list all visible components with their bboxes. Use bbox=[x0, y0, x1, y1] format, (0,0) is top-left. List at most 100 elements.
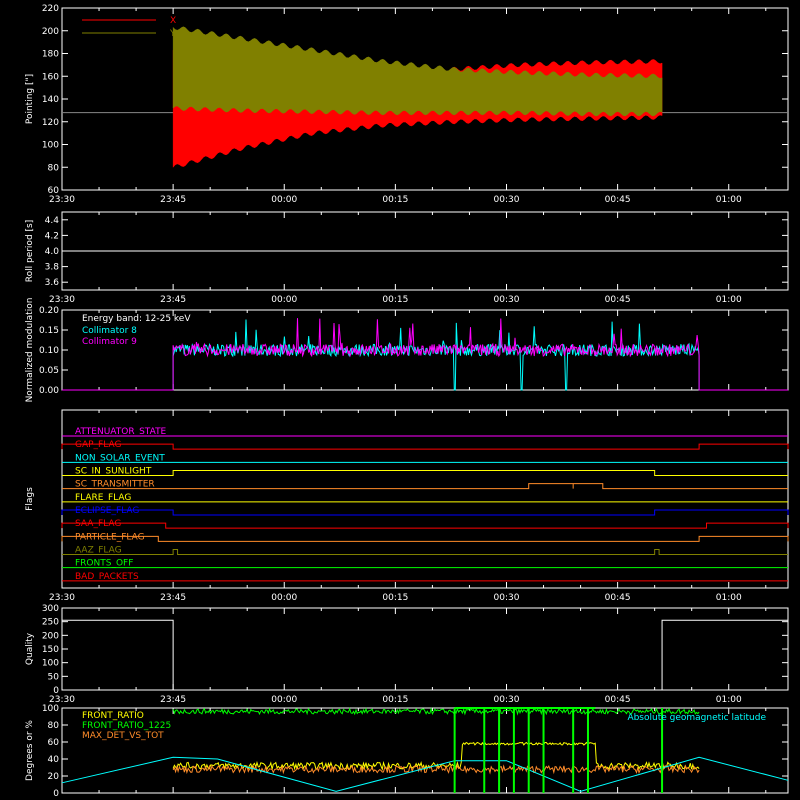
x-tick-label: 00:30 bbox=[494, 195, 520, 205]
y-tick-label: 0 bbox=[53, 789, 59, 799]
x-tick-label: 23:45 bbox=[160, 593, 186, 603]
x-tick-label: 23:30 bbox=[49, 295, 75, 305]
x-tick-label: 00:00 bbox=[271, 295, 297, 305]
legend-label: Y bbox=[169, 29, 176, 39]
y-tick-label: 60 bbox=[48, 738, 60, 748]
flag-label: FRONTS_OFF bbox=[75, 559, 133, 569]
y-axis-label: Degrees or % bbox=[25, 720, 35, 781]
x-tick-label: 23:30 bbox=[49, 195, 75, 205]
flag-trace-aaz-flag bbox=[62, 549, 788, 555]
flag-label: SAA_FLAG bbox=[75, 519, 121, 529]
x-tick-label: 23:45 bbox=[160, 195, 186, 205]
flag-label: GAP_FLAG bbox=[75, 440, 121, 450]
legend-label: FRONT_RATIO_1225 bbox=[82, 721, 171, 731]
x-tick-label: 00:15 bbox=[382, 695, 408, 705]
x-tick-label: 00:00 bbox=[271, 695, 297, 705]
flag-trace-saa-flag bbox=[61, 522, 789, 529]
panel-0 bbox=[61, 7, 789, 191]
y-tick-label: 0 bbox=[53, 686, 59, 696]
series-band-y bbox=[172, 26, 663, 117]
y-axis-label: Quality bbox=[25, 632, 35, 665]
y-tick-label: 0.15 bbox=[39, 326, 59, 336]
flag-trace-particle-flag bbox=[61, 535, 789, 542]
x-tick-label: 01:00 bbox=[716, 695, 742, 705]
flag-trace-gap-flag bbox=[61, 443, 789, 450]
flag-trace-eclipse-flag bbox=[61, 509, 789, 516]
y-tick-label: 300 bbox=[42, 604, 59, 614]
x-tick-label: 00:45 bbox=[605, 695, 631, 705]
flag-label: BAD_PACKETS bbox=[75, 572, 139, 582]
y-tick-label: 50 bbox=[48, 672, 60, 682]
x-tick-label: 00:45 bbox=[605, 195, 631, 205]
flag-label: ECLIPSE_FLAG bbox=[75, 506, 139, 516]
geomagnetic-latitude-trace bbox=[61, 756, 789, 792]
x-tick-label: 00:30 bbox=[494, 695, 520, 705]
y-axis-label: Flags bbox=[25, 487, 35, 511]
y-tick-label: 0.05 bbox=[39, 366, 59, 376]
flag-label: NON_SOLAR_EVENT bbox=[75, 453, 165, 463]
x-tick-label: 00:15 bbox=[382, 195, 408, 205]
flag-label: FLARE_FLAG bbox=[75, 493, 131, 503]
legend-label: MAX_DET_VS_TOT bbox=[82, 731, 164, 741]
trace-front-ratio bbox=[172, 741, 700, 771]
panel-5 bbox=[61, 707, 789, 794]
x-tick-label: 23:30 bbox=[49, 593, 75, 603]
y-tick-label: 100 bbox=[42, 704, 59, 714]
legend-label: FRONT_RATIO bbox=[82, 711, 144, 721]
y-tick-label: 4.2 bbox=[45, 231, 59, 241]
x-tick-label: 00:45 bbox=[605, 593, 631, 603]
y-tick-label: 120 bbox=[42, 118, 59, 128]
flag-trace-sc-transmitter bbox=[62, 483, 788, 490]
x-tick-label: 00:15 bbox=[382, 593, 408, 603]
flag-label: SC_TRANSMITTER bbox=[75, 480, 155, 490]
panel-frame bbox=[61, 409, 789, 589]
y-tick-label: 200 bbox=[42, 631, 59, 641]
y-tick-label: 0.20 bbox=[39, 306, 59, 316]
modulation-collimator-8 bbox=[62, 319, 788, 391]
geomagnetic-latitude-label: Absolute geomagnetic latitude bbox=[627, 713, 766, 723]
x-tick-label: 00:00 bbox=[271, 195, 297, 205]
x-tick-label: 00:30 bbox=[494, 593, 520, 603]
y-tick-label: 80 bbox=[48, 721, 60, 731]
y-axis-label: Pointing ["] bbox=[25, 74, 35, 124]
y-tick-label: 140 bbox=[42, 95, 59, 105]
flag-trace-sc-in-sunlight bbox=[62, 470, 788, 476]
energy-band-label: Energy band: 12-25 keV bbox=[82, 314, 191, 324]
trace-front-ratio-1225 bbox=[172, 707, 700, 716]
panel-1 bbox=[61, 211, 789, 291]
panel-2 bbox=[61, 309, 789, 391]
y-tick-label: 60 bbox=[48, 186, 60, 196]
panel-4 bbox=[61, 607, 789, 691]
y-tick-label: 3.6 bbox=[45, 278, 60, 288]
x-tick-label: 00:00 bbox=[271, 593, 297, 603]
y-axis-label: Normalized modulation bbox=[25, 298, 35, 403]
x-tick-label: 01:00 bbox=[716, 195, 742, 205]
x-tick-label: 23:45 bbox=[160, 695, 186, 705]
x-tick-label: 00:30 bbox=[494, 295, 520, 305]
y-tick-label: 160 bbox=[42, 72, 59, 82]
y-tick-label: 220 bbox=[42, 4, 59, 14]
flag-label: AAZ_FLAG bbox=[75, 546, 122, 556]
y-tick-label: 100 bbox=[42, 141, 59, 151]
y-tick-label: 3.8 bbox=[45, 263, 60, 273]
y-tick-label: 40 bbox=[48, 755, 60, 765]
trace-max-det-vs-tot bbox=[172, 764, 700, 775]
flag-label: PARTICLE_FLAG bbox=[75, 532, 145, 542]
y-tick-label: 100 bbox=[42, 659, 59, 669]
y-tick-label: 4.4 bbox=[45, 216, 60, 226]
panel-frame bbox=[61, 707, 789, 794]
y-tick-label: 4.0 bbox=[45, 247, 60, 257]
flag-label: SC_IN_SUNLIGHT bbox=[75, 467, 152, 477]
legend-label: Collimator 9 bbox=[82, 337, 137, 347]
x-tick-label: 23:45 bbox=[160, 295, 186, 305]
y-axis-label: Roll period [s] bbox=[25, 220, 35, 282]
legend-label: X bbox=[170, 16, 176, 26]
x-tick-label: 00:15 bbox=[382, 295, 408, 305]
y-tick-label: 250 bbox=[42, 618, 59, 628]
modulation-collimator-9 bbox=[62, 318, 788, 391]
x-tick-label: 23:30 bbox=[49, 695, 75, 705]
x-tick-label: 01:00 bbox=[716, 593, 742, 603]
x-tick-label: 01:00 bbox=[716, 295, 742, 305]
y-tick-label: 20 bbox=[48, 772, 60, 782]
